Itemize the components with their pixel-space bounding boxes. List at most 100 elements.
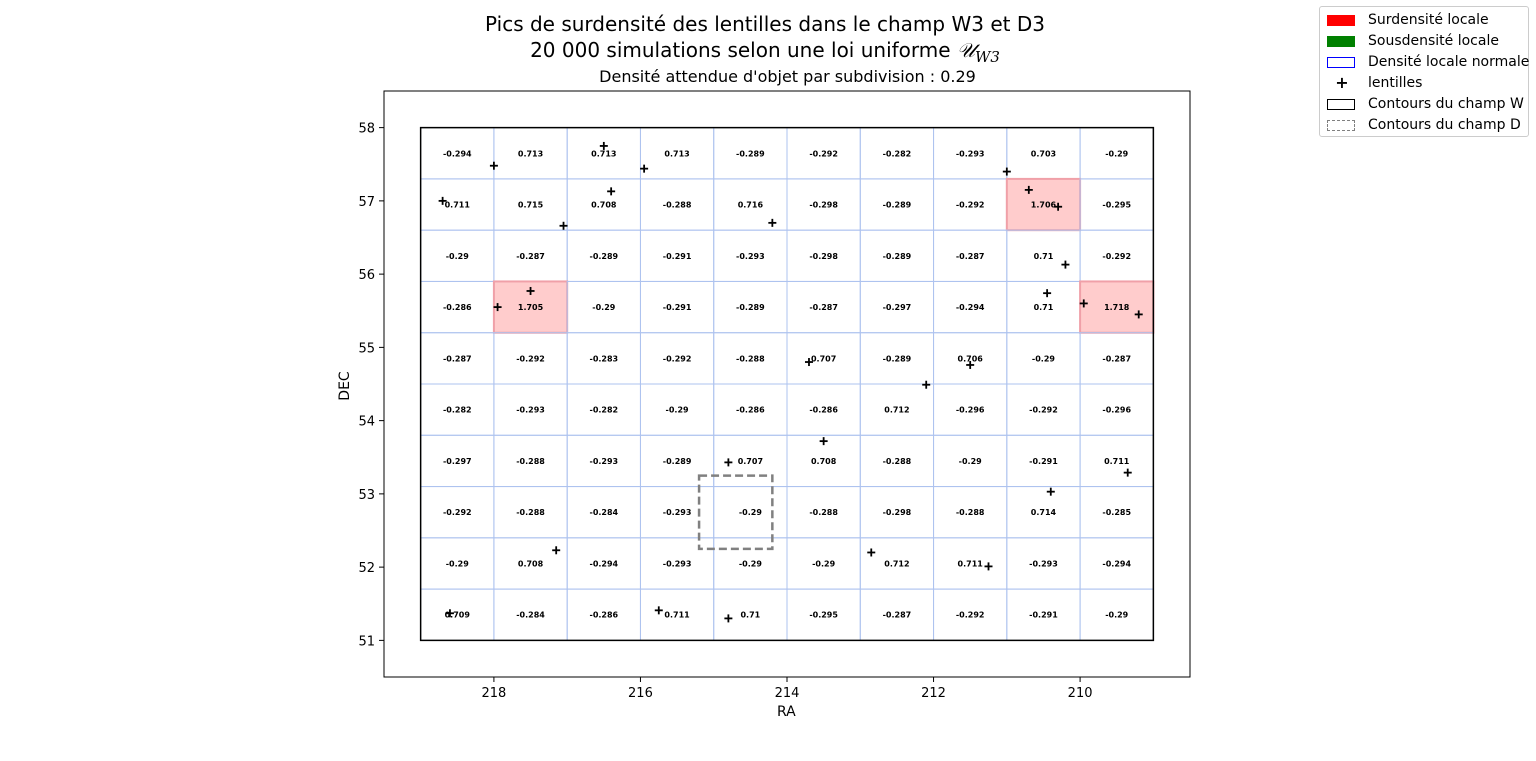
lens-marker [1054, 202, 1063, 211]
cell-value-label: -0.288 [956, 508, 985, 517]
cell-value-label: -0.298 [809, 201, 838, 210]
legend-swatch [1327, 36, 1355, 47]
legend-label: Densité locale normale [1368, 54, 1530, 70]
x-tick-label: 216 [628, 686, 653, 701]
field-d-contour [697, 474, 774, 551]
x-tick-label: 212 [921, 686, 946, 701]
chart-title: Pics de surdensité des lentilles dans le… [485, 12, 1045, 36]
cell-value-label: 1.705 [518, 303, 544, 312]
cell-value-label: -0.292 [663, 354, 692, 363]
lens-marker [1043, 289, 1052, 298]
cell-value-label: 0.709 [445, 611, 471, 620]
cell-value-label: -0.292 [443, 508, 472, 517]
x-tick-label: 210 [1068, 686, 1093, 701]
y-tick-label: 54 [358, 415, 375, 430]
lens-marker [552, 546, 561, 555]
cell-value-label: 0.715 [518, 201, 544, 210]
cell-value-label: 0.708 [811, 457, 837, 466]
cell-value-label: -0.285 [1102, 508, 1131, 517]
cell-value-label: 0.713 [664, 149, 689, 158]
cell-value-label: 0.712 [884, 406, 909, 415]
lens-marker [984, 562, 993, 571]
lens-marker [1024, 185, 1033, 194]
cell-value-label: -0.293 [956, 149, 985, 158]
cell-value-label: 0.714 [1031, 508, 1057, 517]
cell-value-label: -0.289 [590, 252, 619, 261]
cell-value-label: -0.287 [516, 252, 545, 261]
legend-swatch [1327, 99, 1355, 110]
cell-value-label: -0.288 [736, 354, 765, 363]
overdense-cell [1005, 177, 1082, 232]
lens-marker [724, 458, 733, 467]
legend-label: lentilles [1368, 75, 1423, 91]
cell-value-label: -0.292 [1029, 406, 1058, 415]
cell-value-label: -0.292 [809, 149, 838, 158]
cell-value-label: 0.711 [445, 201, 471, 210]
cell-value-label: 1.706 [1031, 201, 1057, 210]
cell-value-label: -0.298 [883, 508, 912, 517]
cell-value-label: -0.294 [443, 149, 472, 158]
cell-value-label: -0.291 [1029, 457, 1058, 466]
lens-marker [526, 286, 535, 295]
lens-marker [559, 221, 568, 230]
cell-value-label: -0.29 [592, 303, 615, 312]
cell-value-label: 0.703 [1031, 149, 1056, 158]
cell-value-label: -0.297 [443, 457, 472, 466]
lens-marker [819, 437, 828, 446]
cell-value-label: -0.292 [1102, 252, 1131, 261]
lens-marker [489, 161, 498, 170]
x-axis-label: RA [777, 704, 796, 720]
cell-value-label: -0.286 [590, 611, 619, 620]
y-tick-label: 51 [358, 634, 375, 649]
cell-value-label: -0.288 [516, 457, 545, 466]
subtitle-math-symbol: 𝒰 [956, 38, 975, 62]
cell-value-label: 0.713 [518, 149, 543, 158]
cell-value-label: -0.287 [956, 252, 985, 261]
cell-value-label: 0.716 [738, 201, 764, 210]
cell-value-label: -0.287 [1102, 354, 1131, 363]
lens-marker [640, 164, 649, 173]
cell-value-label: 0.71 [1034, 303, 1054, 312]
cell-value-label: -0.293 [1029, 559, 1058, 568]
lens-marker [1046, 487, 1055, 496]
cell-value-label: -0.284 [516, 611, 545, 620]
legend-item: Sousdensité locale [1324, 31, 1529, 51]
lens-marker [724, 614, 733, 623]
cell-value-label: -0.288 [883, 457, 912, 466]
cell-value-label: -0.292 [956, 611, 985, 620]
y-tick-label: 55 [358, 341, 375, 356]
legend-item: Contours du champ D [1324, 115, 1529, 135]
lens-marker [1079, 299, 1088, 308]
cell-value-label: 0.707 [738, 457, 763, 466]
cell-value-label: -0.292 [516, 354, 545, 363]
cell-value-label: 0.713 [591, 149, 616, 158]
lens-marker [1061, 260, 1070, 269]
legend-label: Sousdensité locale [1368, 33, 1499, 49]
cell-value-label: -0.289 [883, 252, 912, 261]
subtitle-text: 20 000 simulations selon une loi uniform… [530, 38, 951, 62]
legend-label: Surdensité locale [1368, 12, 1489, 28]
cell-value-label: -0.282 [590, 406, 619, 415]
cell-value-label: -0.288 [809, 508, 838, 517]
cell-value-label: -0.293 [663, 559, 692, 568]
cell-value-label: -0.289 [663, 457, 692, 466]
legend-swatch [1327, 120, 1355, 131]
cell-value-label: -0.291 [1029, 611, 1058, 620]
cell-value-label: -0.293 [663, 508, 692, 517]
cell-value-label: -0.29 [1105, 611, 1128, 620]
cell-value-label: -0.29 [812, 559, 835, 568]
x-tick-label: 214 [775, 686, 800, 701]
cell-value-label: -0.298 [809, 252, 838, 261]
cell-value-label: -0.287 [809, 303, 838, 312]
cell-value-label: -0.293 [516, 406, 545, 415]
cell-value-label: 0.712 [884, 559, 909, 568]
cell-value-label: -0.29 [1032, 354, 1055, 363]
lens-marker [867, 548, 876, 557]
cell-value-label: 0.711 [664, 611, 690, 620]
lens-marker [607, 187, 616, 196]
legend: Surdensité locale Sousdensité locale Densi… [1319, 6, 1529, 137]
lens-marker [768, 218, 777, 227]
cell-value-label: 0.71 [1034, 252, 1054, 261]
legend-swatch [1327, 15, 1355, 26]
